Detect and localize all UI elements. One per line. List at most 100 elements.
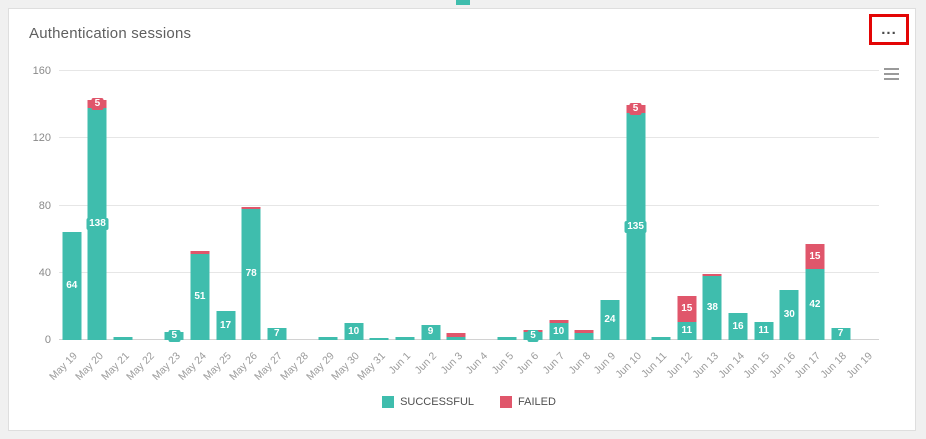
bar-may-26[interactable]: 78 xyxy=(241,207,261,340)
bar-slot: May 31 xyxy=(355,71,393,383)
segment-successful xyxy=(318,336,338,340)
plot-area: 0 40 80 120 160 64 May 19 138 5 May 20 May 21 May 2… xyxy=(33,65,879,383)
segment-failed: 5 xyxy=(626,102,646,115)
bar-value-label: 16 xyxy=(729,320,747,333)
bar-jun-18[interactable]: 7 xyxy=(831,328,851,341)
bar-jun-8[interactable] xyxy=(574,329,594,340)
segment-successful: 17 xyxy=(216,311,236,340)
chart-export-menu-button[interactable] xyxy=(882,63,901,85)
bar-may-25[interactable]: 17 xyxy=(216,311,236,340)
bar-slot: Jun 8 xyxy=(566,71,598,377)
bar-slot: 17 May 25 xyxy=(201,71,239,383)
bar-may-21[interactable] xyxy=(113,336,133,340)
y-axis-tick-label: 0 xyxy=(44,334,51,346)
y-axis-tick-label: 80 xyxy=(38,199,51,212)
bar-value-label: 5 xyxy=(168,329,181,342)
segment-successful: 38 xyxy=(702,276,722,340)
bar-may-24[interactable]: 51 xyxy=(190,250,210,340)
bar-jun-13[interactable]: 38 xyxy=(702,274,722,340)
bar-slot: 10 Jun 7 xyxy=(541,71,572,377)
x-axis-label: Jun 18 xyxy=(818,350,850,381)
bar-value-label: 11 xyxy=(755,324,772,337)
legend-item-failed[interactable]: FAILED xyxy=(500,396,556,408)
bar-value-label: 10 xyxy=(550,325,568,338)
x-axis-label: Jun 11 xyxy=(639,350,670,381)
bar-may-19[interactable]: 64 xyxy=(62,232,82,340)
bar-slot: 11 15 Jun 12 xyxy=(665,71,700,381)
segment-successful: 42 xyxy=(805,269,825,340)
bar-value-label: 24 xyxy=(601,313,619,326)
segment-successful xyxy=(651,336,671,340)
x-axis-label: May 24 xyxy=(175,350,209,383)
segment-successful xyxy=(574,333,594,340)
segment-successful: 16 xyxy=(728,313,748,340)
legend-item-successful[interactable]: SUCCESSFUL xyxy=(382,396,474,408)
bar-may-23[interactable]: 5 xyxy=(164,329,184,342)
bar-slot: 64 May 19 xyxy=(47,71,85,383)
segment-successful xyxy=(446,336,466,340)
bar-jun-11[interactable] xyxy=(651,336,671,340)
x-axis-label: Jun 15 xyxy=(741,350,773,381)
bar-slot: 51 May 24 xyxy=(176,71,213,383)
kebab-menu-button[interactable]: ... xyxy=(873,18,905,41)
x-axis-label: May 23 xyxy=(149,350,183,383)
bar-value-label: 78 xyxy=(242,268,260,281)
segment-successful: 78 xyxy=(241,208,261,340)
bar-may-29[interactable] xyxy=(318,336,338,340)
bar-may-27[interactable]: 7 xyxy=(267,328,287,341)
x-axis-label: Jun 10 xyxy=(613,350,645,381)
bar-jun-9[interactable]: 24 xyxy=(600,299,620,340)
bar-jun-17[interactable]: 42 15 xyxy=(805,244,825,340)
bar-jun-15[interactable]: 11 xyxy=(754,321,774,340)
bar-slot: 9 Jun 2 xyxy=(412,71,444,377)
bar-slot: Jun 1 xyxy=(387,71,418,377)
x-axis-label: Jun 13 xyxy=(690,350,721,381)
bar-value-label: 138 xyxy=(86,218,109,230)
x-axis-label: May 31 xyxy=(354,350,388,383)
x-axis-label: Jun 4 xyxy=(463,350,491,377)
segment-successful: 51 xyxy=(190,254,210,340)
segment-successful: 30 xyxy=(779,289,799,340)
bar-slot: Jun 5 xyxy=(489,71,521,377)
bar-slot: May 21 xyxy=(99,71,136,383)
bar-value-label: 30 xyxy=(780,308,798,321)
segment-successful: 138 xyxy=(86,108,109,340)
segment-failed: 5 xyxy=(87,97,107,110)
bar-slot: 135 5 Jun 10 xyxy=(613,71,649,381)
bar-jun-16[interactable]: 30 xyxy=(779,289,799,340)
chart: 0 40 80 120 160 64 May 19 138 5 May 20 May 21 May 2… xyxy=(9,43,915,408)
bar-jun-14[interactable]: 16 xyxy=(728,313,748,340)
bar-jun-5[interactable] xyxy=(497,336,517,340)
bar-value-label: 51 xyxy=(191,291,209,304)
segment-failed xyxy=(446,333,466,337)
bar-jun-7[interactable]: 10 xyxy=(549,319,569,340)
annotation-highlight-box: ... xyxy=(869,14,909,45)
bar-value-label: 5 xyxy=(527,329,539,342)
x-axis-label: Jun 7 xyxy=(540,350,568,377)
bar-jun-6[interactable]: 5 xyxy=(523,329,543,342)
bar-jun-1[interactable] xyxy=(395,336,415,340)
gridline xyxy=(59,339,879,340)
bar-may-20[interactable]: 138 5 xyxy=(86,97,109,340)
x-axis-label: Jun 19 xyxy=(843,350,875,381)
bar-jun-2[interactable]: 9 xyxy=(421,324,441,340)
bar-slot: 7 May 27 xyxy=(252,71,290,383)
bar-slot: 78 May 26 xyxy=(227,71,264,383)
bar-jun-10[interactable]: 135 5 xyxy=(624,102,647,340)
bar-may-30[interactable]: 10 xyxy=(344,323,364,340)
segment-failed: 15 xyxy=(805,244,825,270)
legend-label: FAILED xyxy=(518,396,556,408)
legend-swatch xyxy=(500,396,513,408)
bar-value-label: 11 xyxy=(678,324,696,337)
x-axis-label: Jun 12 xyxy=(664,350,696,381)
bar-may-31[interactable] xyxy=(369,338,389,340)
bar-slot: 24 Jun 9 xyxy=(592,71,623,377)
bar-value-label: 7 xyxy=(271,328,283,341)
segment-failed xyxy=(702,274,722,277)
x-axis-label: Jun 5 xyxy=(489,350,516,377)
bar-jun-3[interactable] xyxy=(446,333,466,340)
bar-value-label: 7 xyxy=(834,328,847,341)
x-axis-label: Jun 8 xyxy=(566,350,593,377)
bar-slot: 16 Jun 14 xyxy=(716,71,751,381)
bar-jun-12[interactable]: 11 15 xyxy=(677,296,697,340)
